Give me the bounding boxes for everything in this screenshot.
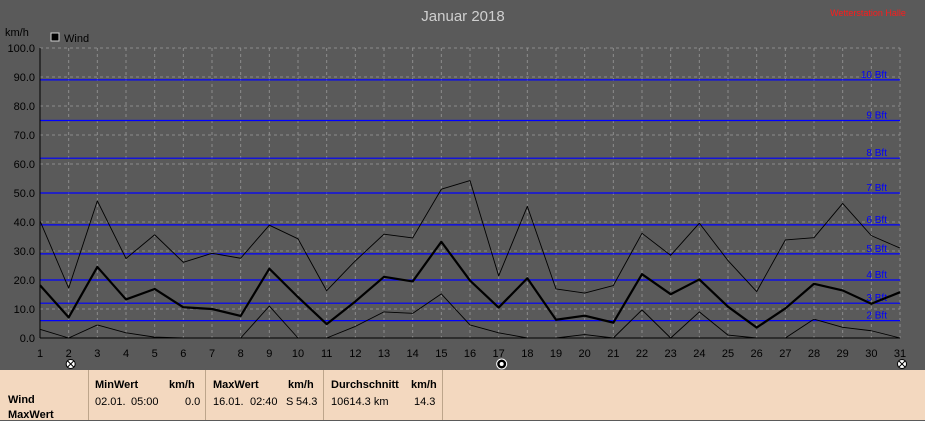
- min-unit: km/h: [169, 379, 195, 391]
- x-tick-label: 18: [521, 348, 533, 360]
- x-tick-label: 8: [238, 348, 244, 360]
- max-panel: MaxWert km/h 16.01. 02:40 S 54.3: [205, 370, 322, 420]
- y-tick-label: 80.0: [14, 101, 35, 113]
- max-date: 16.01.: [213, 396, 244, 408]
- y-tick-label: 50.0: [14, 188, 35, 200]
- x-tick-label: 2: [66, 348, 72, 360]
- beaufort-label: 10 Bft: [861, 70, 887, 81]
- y-unit-label: km/h: [5, 27, 29, 39]
- legend-label: Wind: [64, 33, 89, 45]
- beaufort-label: 8 Bft: [866, 148, 887, 159]
- moon-markers: [65, 358, 907, 370]
- x-tick-label: 6: [180, 348, 186, 360]
- y-tick-label: 0.0: [20, 333, 35, 345]
- y-tick-label: 20.0: [14, 275, 35, 287]
- max-direction: S: [286, 396, 294, 408]
- x-tick-label: 16: [464, 348, 476, 360]
- x-tick-label: 22: [636, 348, 648, 360]
- x-tick-label: 21: [607, 348, 619, 360]
- x-tick-label: 20: [579, 348, 591, 360]
- x-tick-label: 17: [493, 348, 505, 360]
- x-tick-label: 31: [894, 348, 906, 360]
- x-tick-label: 12: [349, 348, 361, 360]
- beaufort-label: 3 Bft: [866, 293, 887, 304]
- series-avg-line: [39, 240, 901, 329]
- x-tick-label: 4: [123, 348, 129, 360]
- series-max-line: [39, 180, 901, 294]
- x-tick-label: 30: [865, 348, 877, 360]
- wind-chart: 2 Bft 3 Bft 4 Bft 5 Bft 6 Bft 7 Bft 8 Bft 9 Bft…: [5, 8, 907, 370]
- x-tick-label: 10: [292, 348, 304, 360]
- legend-swatch: [50, 32, 60, 42]
- new-moon-icon: [496, 358, 508, 370]
- full-moon-icon: [65, 359, 76, 369]
- x-tick-label: 7: [209, 348, 215, 360]
- beaufort-label: 2 Bft: [866, 311, 887, 322]
- x-tick-label: 28: [808, 348, 820, 360]
- y-tick-label: 70.0: [14, 130, 35, 142]
- min-panel: MinWert km/h 02.01. 05:00 0.0: [88, 370, 205, 420]
- watermark: Wetterstation Halle: [830, 8, 906, 18]
- stats-row-label: Wind: [8, 394, 35, 406]
- beaufort-label: 5 Bft: [866, 244, 887, 255]
- y-tick-label: 90.0: [14, 72, 35, 84]
- min-time: 05:00: [131, 396, 159, 408]
- max-time: 02:40: [250, 396, 278, 408]
- beaufort-label: 7 Bft: [866, 183, 887, 194]
- beaufort-label: 9 Bft: [866, 111, 887, 122]
- y-tick-label: 100.0: [7, 43, 35, 55]
- avg-value: 14.3: [414, 396, 436, 408]
- stats-row-label-2: MaxWert: [8, 409, 54, 421]
- x-tick-label: 27: [779, 348, 791, 360]
- x-tick-label: 19: [550, 348, 562, 360]
- chart-title: Januar 2018: [421, 8, 504, 25]
- min-value: 0.0: [185, 396, 201, 408]
- x-tick-label: 26: [751, 348, 763, 360]
- y-tick-label: 40.0: [14, 217, 35, 229]
- stats-panel: Wind MaxWert MinWert km/h 02.01. 05:00 0…: [0, 370, 925, 421]
- max-unit: km/h: [288, 379, 314, 391]
- x-tick-label: 3: [94, 348, 100, 360]
- x-tick-label: 1: [37, 348, 43, 360]
- beaufort-label: 4 Bft: [866, 270, 887, 281]
- y-tick-label: 10.0: [14, 304, 35, 316]
- x-tick-label: 9: [266, 348, 272, 360]
- avg-header: Durchschnitt: [331, 379, 399, 391]
- x-tick-label: 29: [837, 348, 849, 360]
- avg-unit: km/h: [411, 379, 437, 391]
- min-header: MinWert: [95, 379, 139, 391]
- avg-panel: Durchschnitt km/h 10614.3 km 14.3: [323, 370, 443, 420]
- x-tick-label: 24: [693, 348, 705, 360]
- axes: 0.0 10.0 20.0 30.0 40.0 50.0 60.0 70.0 80.0 90.0 1…: [7, 43, 906, 360]
- max-value: 54.3: [296, 396, 318, 408]
- beaufort-label: 6 Bft: [866, 215, 887, 226]
- y-tick-label: 30.0: [14, 246, 35, 258]
- x-tick-label: 23: [665, 348, 677, 360]
- x-tick-label: 11: [321, 348, 332, 360]
- full-moon-icon: [897, 359, 907, 369]
- max-header: MaxWert: [213, 379, 259, 391]
- x-tick-label: 25: [722, 348, 734, 360]
- avg-distance: 10614.3 km: [331, 396, 389, 408]
- series: [39, 180, 901, 339]
- series-min-line: [39, 293, 901, 339]
- x-tick-label: 15: [435, 348, 447, 360]
- y-tick-label: 60.0: [14, 159, 35, 171]
- min-date: 02.01.: [95, 396, 126, 408]
- x-tick-label: 5: [152, 348, 158, 360]
- x-tick-label: 13: [378, 348, 390, 360]
- x-tick-label: 14: [407, 348, 419, 360]
